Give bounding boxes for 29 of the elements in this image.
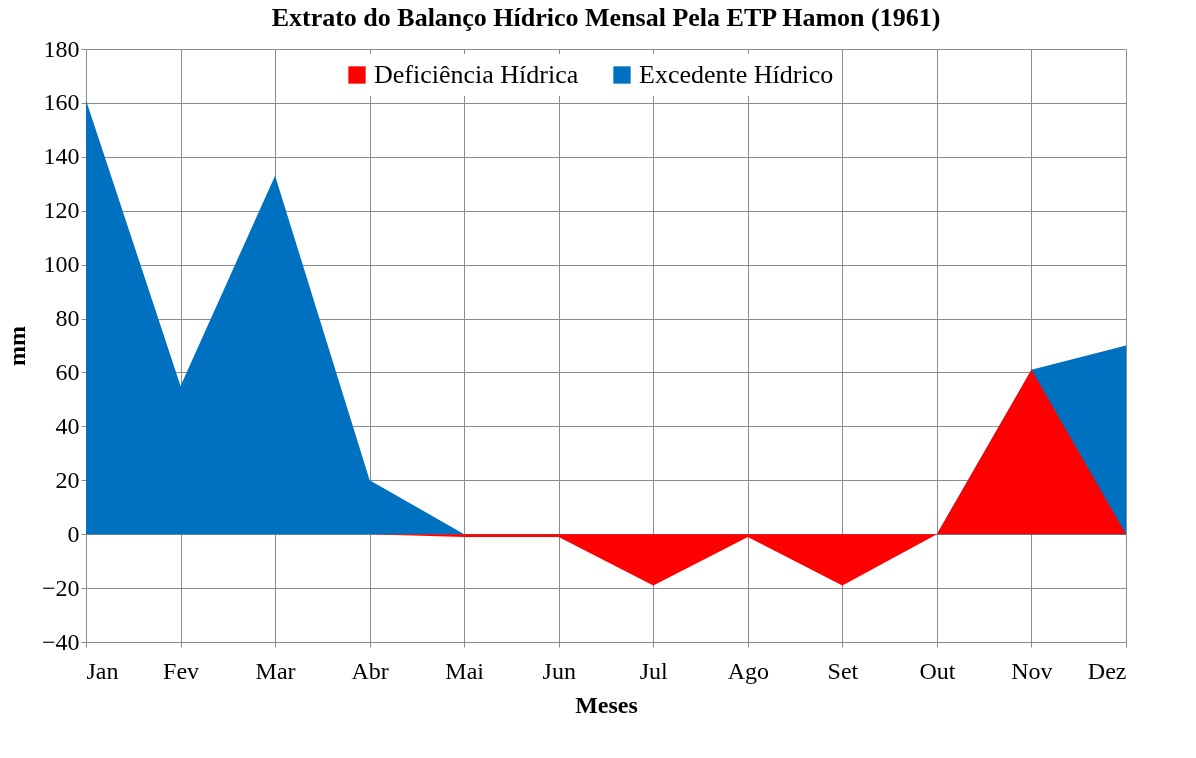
x-tick-label: Mai [445,657,485,684]
x-axis-title: Meses [575,691,638,718]
x-tick-label: Jan [86,657,119,684]
x-tick-label: Fev [163,657,200,684]
y-tick-label: −20 [41,574,80,601]
y-tick-label: 80 [55,305,80,332]
legend-label: Excedente Hídrico [639,60,834,89]
y-tick-label: 60 [55,358,80,385]
x-tick-label: Dez [1087,657,1127,684]
y-tick-label: 100 [43,251,80,278]
y-tick-label: 40 [55,412,80,439]
y-tick-label: 120 [43,197,80,224]
y-axis-title: mm [3,326,30,366]
y-tick-label: 160 [43,89,80,116]
x-tick-label: Nov [1011,657,1053,684]
legend-label: Deficiência Hídrica [374,60,579,89]
x-tick-label: Jun [542,657,576,684]
x-tick-label: Mar [255,657,296,684]
x-tick-label: Jul [639,657,669,684]
y-tick-label: 0 [67,520,80,547]
x-tick-label: Ago [727,657,769,684]
y-tick-label: −40 [41,628,80,655]
x-tick-label: Out [919,657,956,684]
chart-title: Extrato do Balanço Hídrico Mensal Pela ETP Hamon (1961) [271,3,941,32]
y-tick-label: 20 [55,466,80,493]
x-tick-label: Abr [351,657,389,684]
y-tick-label: 180 [43,35,80,62]
y-tick-label: 140 [43,143,80,170]
x-tick-label: Set [827,657,859,684]
